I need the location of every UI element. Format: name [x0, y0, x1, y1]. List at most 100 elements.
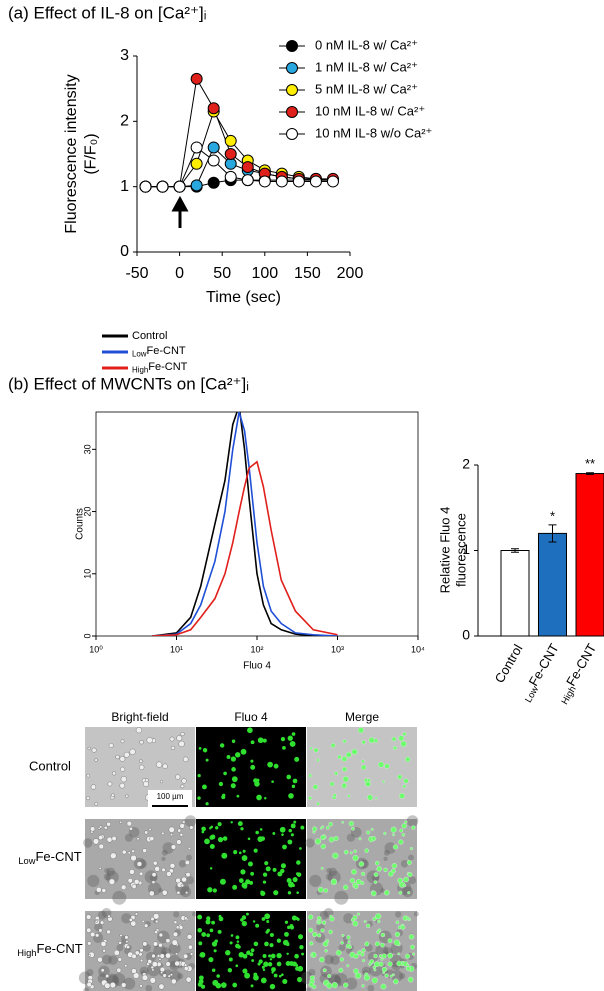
cell [364, 848, 369, 853]
cell [159, 953, 165, 959]
cell [251, 959, 255, 962]
cell [400, 925, 406, 930]
cell [391, 862, 398, 869]
cell [183, 916, 188, 921]
cell [373, 880, 378, 885]
y-axis-label: (F/F₀) [82, 133, 99, 174]
cell [209, 867, 213, 870]
text-part: Low [132, 349, 147, 358]
cell [206, 920, 209, 923]
cell [297, 934, 304, 940]
cell [340, 941, 344, 945]
debris [342, 940, 348, 946]
cell [328, 929, 333, 935]
cell [218, 781, 224, 787]
cell [407, 976, 414, 983]
cell [135, 727, 142, 734]
cell [271, 780, 274, 783]
cell [348, 945, 353, 949]
cell [321, 825, 325, 829]
cell [182, 756, 189, 763]
cell [341, 756, 348, 762]
series-line [152, 412, 338, 636]
cell [326, 982, 333, 989]
micrograph [78, 907, 197, 991]
cell [237, 945, 241, 949]
cell [383, 867, 388, 873]
cell [260, 890, 266, 897]
column-header: Merge [345, 710, 379, 724]
cell [118, 941, 122, 945]
cell [115, 754, 120, 760]
debris [395, 911, 402, 918]
cell [376, 930, 380, 934]
cell [119, 820, 123, 824]
cell [337, 754, 342, 760]
cell [85, 914, 92, 920]
cell [240, 748, 247, 755]
x-tick-label: HighFe-CNT [554, 641, 601, 706]
cell [160, 780, 164, 784]
cell [406, 860, 412, 866]
cell [141, 919, 145, 923]
cell [356, 950, 362, 956]
cell [407, 872, 413, 878]
cell [269, 983, 276, 990]
cell [381, 966, 388, 973]
cell [259, 828, 263, 831]
cell [272, 832, 276, 835]
cell [316, 933, 322, 938]
cell [320, 835, 326, 841]
cell [347, 940, 351, 944]
cell [370, 827, 374, 831]
legend-label: 5 nM IL-8 w/ Ca²⁺ [315, 81, 418, 96]
data-point [309, 175, 322, 188]
data-point [207, 176, 220, 189]
cell [108, 742, 114, 748]
cell [263, 961, 269, 967]
series-line [152, 460, 338, 636]
debris [169, 970, 181, 982]
cell [294, 756, 300, 762]
column-header: Fluo 4 [234, 710, 268, 724]
debris [383, 849, 390, 856]
cell [129, 748, 136, 755]
cell [218, 914, 222, 918]
text-part: Fe-CNT [37, 941, 83, 956]
cell [202, 748, 208, 753]
micrograph [305, 815, 419, 905]
cell [393, 939, 400, 946]
cell [119, 756, 126, 762]
cell [389, 974, 393, 978]
debris [309, 874, 322, 887]
cell [381, 953, 387, 959]
cell [250, 759, 254, 763]
cell [182, 820, 186, 824]
cell [169, 862, 176, 869]
x-tick-label: 10⁴ [411, 644, 425, 654]
debris [380, 888, 385, 893]
data-point [224, 170, 237, 183]
cell [237, 821, 243, 827]
cell [183, 953, 189, 959]
cell [204, 838, 210, 845]
cell [176, 890, 181, 895]
cell [361, 740, 366, 745]
cell [374, 796, 378, 800]
debris [330, 955, 340, 965]
cell [98, 928, 103, 933]
cell [396, 960, 402, 967]
cell [285, 960, 291, 967]
cell [252, 920, 256, 923]
cell [391, 736, 397, 742]
cell [139, 984, 143, 988]
cell [294, 953, 299, 959]
cell [139, 740, 144, 745]
cell [120, 776, 127, 783]
cell [292, 778, 298, 784]
legend-marker [286, 62, 298, 74]
cell [99, 825, 103, 829]
cell [351, 748, 358, 755]
cell [170, 745, 176, 751]
cell [365, 923, 371, 928]
